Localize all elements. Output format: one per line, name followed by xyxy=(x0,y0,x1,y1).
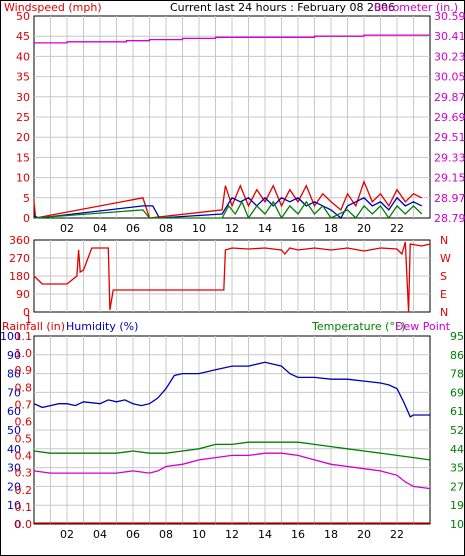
barometer-tick-label: 29.69 xyxy=(434,111,465,124)
wind-panel-x-tick-label: 20 xyxy=(357,222,371,235)
wind-panel-x-tick-label: 10 xyxy=(192,222,206,235)
direction-tick-label: 180 xyxy=(9,270,30,283)
rainfall-tick-label: 0.1 xyxy=(15,501,33,514)
compass-tick-label: S xyxy=(440,270,447,283)
humidity-label: Humidity (%) xyxy=(66,320,138,333)
barometer-tick-label: 29.33 xyxy=(434,151,465,164)
windspeed-tick-label: 30 xyxy=(16,91,30,104)
rainfall-tick-label: 0.6 xyxy=(15,415,33,428)
rainfall-tick-label: 0.4 xyxy=(15,450,33,463)
climate-panel-x-tick-label: 08 xyxy=(159,528,173,541)
windspeed-tick-label: 5 xyxy=(23,192,30,205)
rainfall-tick-label: 0.3 xyxy=(15,467,33,480)
climate-panel-x-tick-label: 22 xyxy=(390,528,404,541)
compass-tick-label: E xyxy=(440,288,447,301)
climate-panel-x-tick-label: 18 xyxy=(324,528,338,541)
climate-panel-x-tick-label: 04 xyxy=(93,528,107,541)
barometer-tick-label: 30.59 xyxy=(434,10,465,23)
climate-panel-x-tick-label: 16 xyxy=(291,528,305,541)
rainfall-tick-label: 0.5 xyxy=(15,433,33,446)
rainfall-tick-label: 1.0 xyxy=(15,347,33,360)
windspeed-tick-label: 40 xyxy=(16,50,30,63)
wind-panel-x-tick-label: 22 xyxy=(390,222,404,235)
climate-panel-x-tick-label: 20 xyxy=(357,528,371,541)
windspeed-tick-label: 25 xyxy=(16,111,30,124)
barometer-tick-label: 29.51 xyxy=(434,131,465,144)
windspeed-tick-label: 15 xyxy=(16,151,30,164)
barometer-tick-label: 29.87 xyxy=(434,91,465,104)
barometer-tick-label: 29.15 xyxy=(434,172,465,185)
barometer-tick-label: 28.79 xyxy=(434,212,465,225)
wind-panel-x-tick-label: 04 xyxy=(93,222,107,235)
climate-panel-x-tick-label: 02 xyxy=(60,528,74,541)
rainfall-tick-label: 0.9 xyxy=(15,364,33,377)
barometer-tick-label: 30.41 xyxy=(434,30,465,43)
windspeed-tick-label: 0 xyxy=(23,212,30,225)
climate-panel-x-tick-label: 06 xyxy=(126,528,140,541)
rainfall-tick-label: 0.8 xyxy=(15,381,33,394)
temperature-tick-label: 35 xyxy=(450,462,464,475)
direction-tick-label: 90 xyxy=(16,288,30,301)
temperature-tick-label: 61 xyxy=(450,405,464,418)
windspeed-tick-label: 50 xyxy=(16,10,30,23)
rainfall-tick-label: 0.0 xyxy=(15,518,33,531)
temperature-tick-label: 86 xyxy=(450,349,464,362)
chart-title: Current last 24 hours : February 08 2006 xyxy=(170,1,395,14)
compass-tick-label: W xyxy=(440,252,451,265)
barometer-tick-label: 30.05 xyxy=(434,71,465,84)
temperature-tick-label: 10 xyxy=(450,518,464,531)
wind-panel-x-tick-label: 02 xyxy=(60,222,74,235)
barometer-tick-label: 28.97 xyxy=(434,192,465,205)
wind-panel-x-tick-label: 12 xyxy=(225,222,239,235)
dewpoint-label: Dew Point xyxy=(395,320,451,333)
temperature-tick-label: 78 xyxy=(450,368,464,381)
temperature-tick-label: 19 xyxy=(450,499,464,512)
windspeed-tick-label: 20 xyxy=(16,131,30,144)
temperature-tick-label: 95 xyxy=(450,330,464,343)
wind-panel-x-tick-label: 06 xyxy=(126,222,140,235)
wind-panel-x-tick-label: 08 xyxy=(159,222,173,235)
rainfall-tick-label: 0.2 xyxy=(15,484,33,497)
windspeed-tick-label: 45 xyxy=(16,30,30,43)
rainfall-tick-label: 1.1 xyxy=(15,330,33,343)
windspeed-tick-label: 10 xyxy=(16,172,30,185)
climate-panel-x-tick-label: 12 xyxy=(225,528,239,541)
wind-panel-x-tick-label: 18 xyxy=(324,222,338,235)
temperature-tick-label: 52 xyxy=(450,424,464,437)
climate-panel-x-tick-label: 14 xyxy=(258,528,272,541)
direction-tick-label: 360 xyxy=(9,234,30,247)
rainfall-tick-label: 0.7 xyxy=(15,398,33,411)
direction-tick-label: 270 xyxy=(9,252,30,265)
wind-panel-x-tick-label: 16 xyxy=(291,222,305,235)
barometer-tick-label: 30.23 xyxy=(434,50,465,63)
temperature-label: Temperature (°F) xyxy=(311,320,406,333)
rainfall-tick-label: 1 xyxy=(25,313,32,326)
compass-tick-label: N xyxy=(440,234,448,247)
wind-panel-x-tick-label: 14 xyxy=(258,222,272,235)
temperature-tick-label: 69 xyxy=(450,386,464,399)
temperature-tick-label: 44 xyxy=(450,443,464,456)
temperature-tick-label: 27 xyxy=(450,480,464,493)
windspeed-tick-label: 35 xyxy=(16,71,30,84)
climate-panel-x-tick-label: 10 xyxy=(192,528,206,541)
compass-tick-label: N xyxy=(440,306,448,319)
